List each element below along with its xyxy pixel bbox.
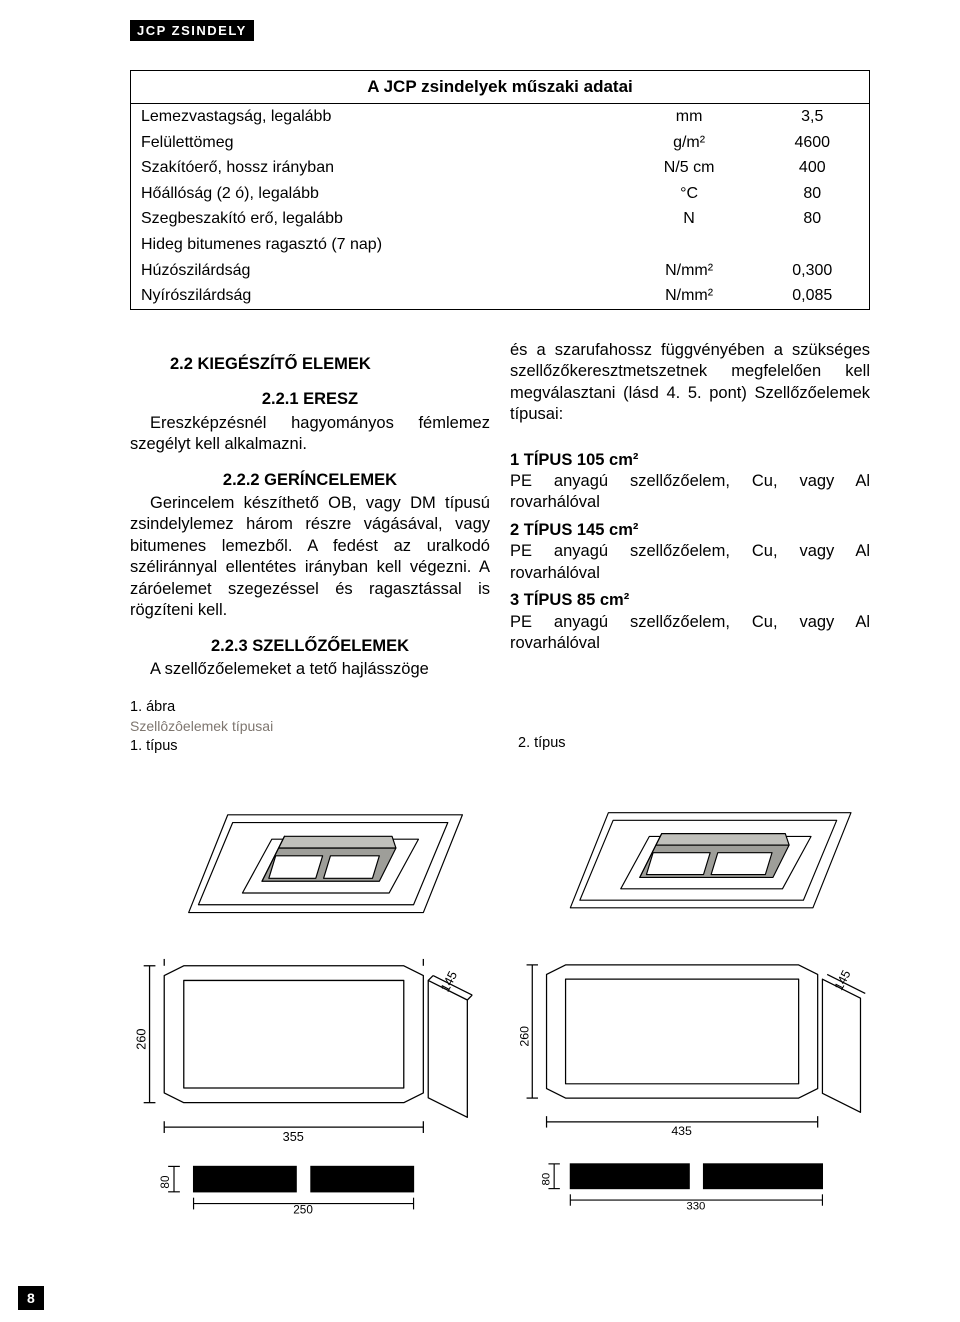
paragraph: és a szarufahossz függvényében a szükség… (510, 340, 870, 426)
heading-2-2-1: 2.2.1 ERESZ (130, 389, 490, 410)
heading-2-2-2: 2.2.2 GERÍNCELEMEK (130, 470, 490, 491)
figures-row: 1. ábra Szellôzôelemek típusai 1. típus (130, 698, 870, 1219)
dim-145: 145 (832, 968, 854, 993)
figure-caption: 1. ábra Szellôzôelemek típusai 1. típus (130, 698, 482, 756)
table-row: Szakítóerő, hossz iránybanN/5 cm400 (131, 155, 870, 181)
table-row: HúzószilárdságN/mm²0,300 (131, 258, 870, 284)
vent-front-elevation: 260 355 145 (130, 939, 482, 1149)
paragraph: A szellőzőelemeket a tető hajlásszöge (130, 659, 490, 680)
dim-260: 260 (518, 1026, 531, 1047)
heading-2-2: 2.2 KIEGÉSZÍTŐ ELEMEK (170, 354, 490, 375)
dim-260: 260 (134, 1028, 149, 1049)
vent-side-elevation: 80 250 (130, 1154, 482, 1214)
type-heading: 1 TÍPUS 105 cm² (510, 450, 870, 471)
dim-330: 330 (686, 1201, 705, 1211)
vent-iso-drawing (130, 764, 482, 934)
left-column: 2.2 KIEGÉSZÍTŐ ELEMEK 2.2.1 ERESZ Ereszk… (130, 340, 490, 681)
table-row: NyírószilárdságN/mm²0,085 (131, 283, 870, 309)
type-heading: 2 TÍPUS 145 cm² (510, 520, 870, 541)
page-number: 8 (18, 1286, 44, 1310)
dim-435: 435 (671, 1124, 692, 1138)
right-column: és a szarufahossz függvényében a szükség… (510, 340, 870, 681)
page-content: A JCP zsindelyek műszaki adatai Lemezvas… (130, 70, 870, 1219)
paragraph: PE anyagú szellőzőelem, Cu, vagy Al rova… (510, 612, 870, 655)
table-title: A JCP zsindelyek műszaki adatai (131, 71, 870, 104)
figure-type-1: 1. ábra Szellôzôelemek típusai 1. típus (130, 698, 482, 1219)
type-heading: 3 TÍPUS 85 cm² (510, 590, 870, 611)
paragraph: PE anyagú szellőzőelem, Cu, vagy Al rova… (510, 471, 870, 514)
specs-table: A JCP zsindelyek műszaki adatai Lemezvas… (130, 70, 870, 310)
dim-355: 355 (283, 1129, 304, 1144)
paragraph: Gerincelem készíthető OB, vagy DM típusú… (130, 493, 490, 622)
heading-2-2-3: 2.2.3 SZELLŐZŐELEMEK (130, 636, 490, 657)
table-row: Hideg bitumenes ragasztó (7 nap) (131, 232, 870, 258)
dim-250: 250 (293, 1203, 313, 1214)
header-badge: JCP ZSINDELY (130, 20, 254, 41)
body-columns: 2.2 KIEGÉSZÍTŐ ELEMEK 2.2.1 ERESZ Ereszk… (130, 340, 870, 681)
vent-front-elevation-2: 260 435 145 (518, 936, 870, 1146)
figure-caption-right: 2. típus (518, 734, 870, 753)
table-row: Szegbeszakító erő, legalábbN80 (131, 206, 870, 232)
table-row: Hőállóság (2 ó), legalább°C80 (131, 181, 870, 207)
vent-side-elevation-2: 80 330 (518, 1151, 870, 1211)
dim-80: 80 (540, 1173, 552, 1186)
paragraph: Ereszképzésnél hagyományos fémlemez szeg… (130, 413, 490, 456)
figure-type-2: 2. típus (518, 698, 870, 1219)
table-row: Lemezvastagság, legalábbmm3,5 (131, 104, 870, 130)
dim-145: 145 (437, 968, 460, 994)
paragraph: PE anyagú szellőzőelem, Cu, vagy Al rova… (510, 541, 870, 584)
dim-80: 80 (159, 1175, 172, 1189)
vent-iso-drawing-2 (518, 761, 870, 931)
table-row: Felülettömegg/m²4600 (131, 130, 870, 156)
